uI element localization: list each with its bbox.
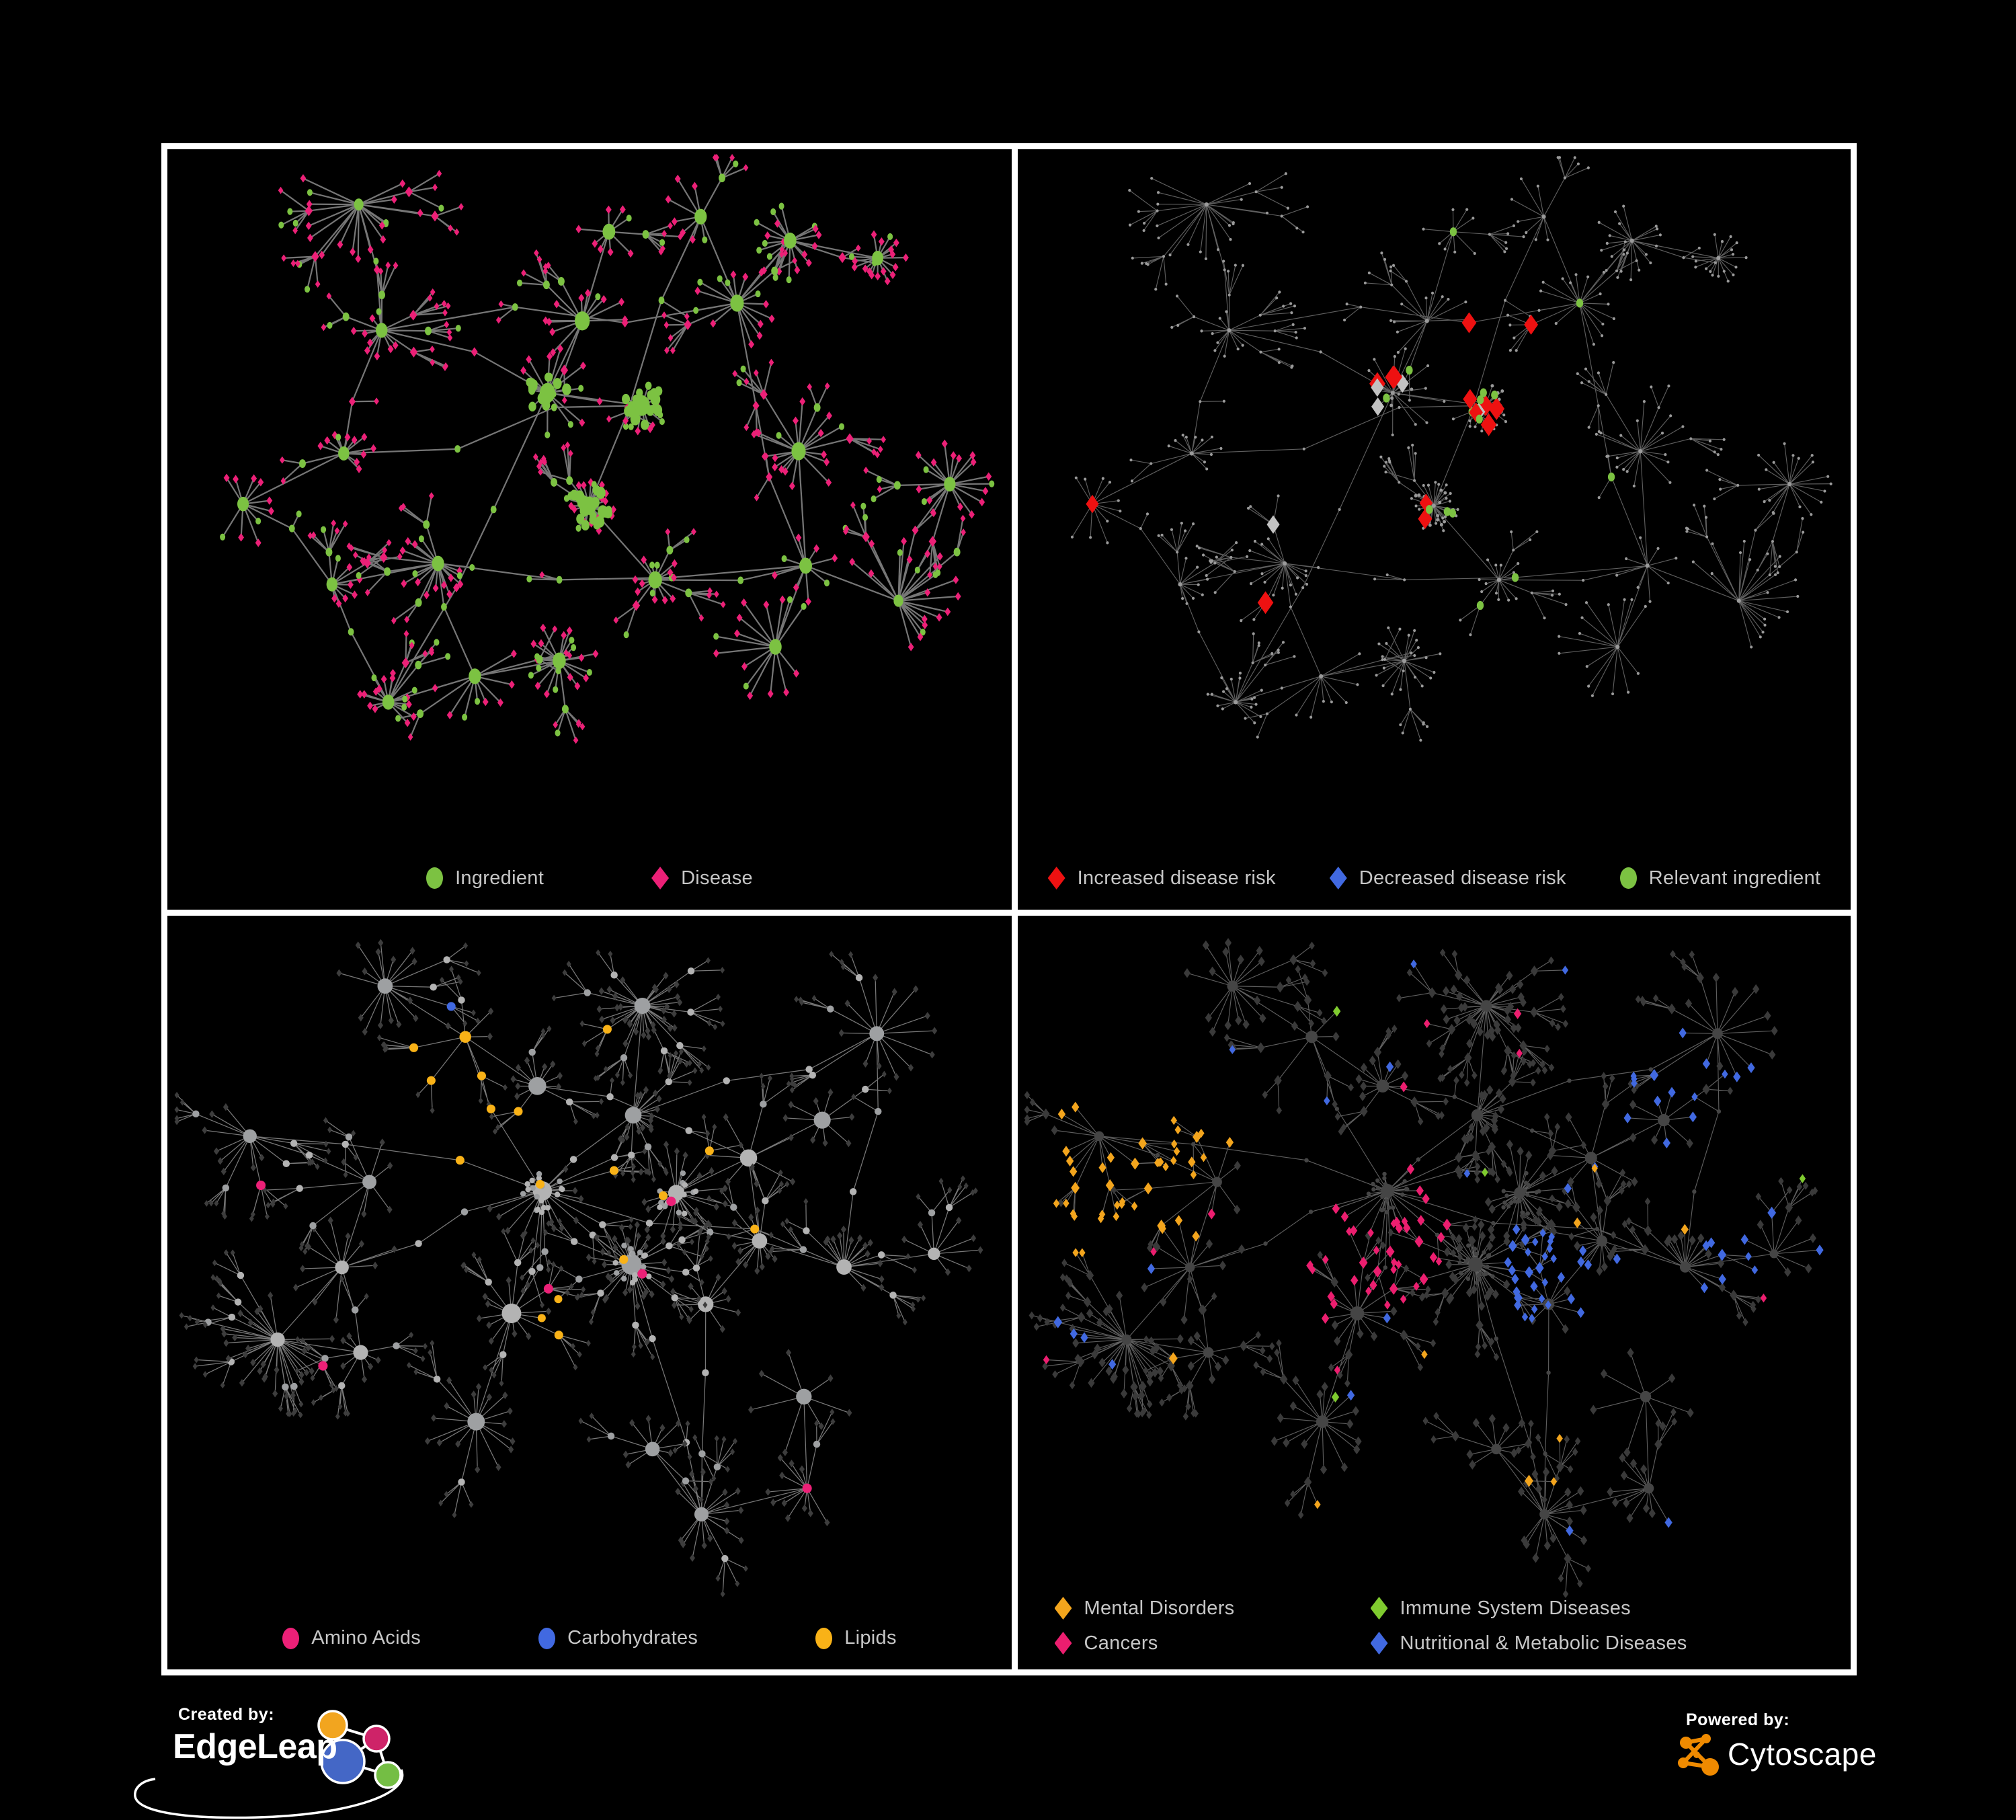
powered-by-label: Powered by: (1686, 1710, 1790, 1729)
disease-categories-network (1024, 938, 1824, 1598)
panel-disease-risk: Increased disease risk Decreased disease… (1018, 149, 1851, 910)
carbohydrates-legend-label: Carbohydrates (567, 1627, 698, 1649)
cytoscape-wordmark: Cytoscape (1728, 1737, 1877, 1772)
amino-acids-legend-mark (282, 1627, 300, 1649)
legend-item-cancers: Cancers (1054, 1632, 1371, 1655)
mental-disorders-legend-mark (1054, 1597, 1072, 1620)
cytoscape-node-5 (1701, 1758, 1719, 1776)
legend-item-decreased-risk: Decreased disease risk (1329, 867, 1566, 889)
disease-legend-mark (651, 867, 670, 889)
ingredient-disease-network (220, 153, 995, 744)
panel-ingredient-disease: Ingredient Disease (167, 149, 1012, 910)
nutritional-metabolic-legend-mark (1370, 1632, 1388, 1655)
disease-legend-label: Disease (681, 867, 753, 889)
lipids-legend-mark (815, 1627, 833, 1649)
created-by-block: Created by: EdgeLeap (71, 1694, 434, 1820)
cytoscape-logo (1678, 1734, 1719, 1776)
edgeleap-orange-node (317, 1710, 348, 1741)
edgeleap-pink-node (362, 1725, 391, 1753)
decreased-risk-legend-label: Decreased disease risk (1359, 867, 1566, 889)
panel-grid: Ingredient Disease Increased disease ris… (161, 143, 1857, 1675)
disease-risk-legend: Increased disease risk Decreased disease… (1018, 867, 1851, 889)
legend-item-lipids: Lipids (815, 1627, 897, 1649)
ingredient-legend-mark (426, 867, 444, 889)
legend-item-nutritional-metabolic: Nutritional & Metabolic Diseases (1370, 1632, 1814, 1655)
cytoscape-node-4 (1693, 1751, 1700, 1758)
immune-diseases-legend-label: Immune System Diseases (1400, 1597, 1631, 1619)
relevant-ingredient-legend-mark (1619, 867, 1637, 889)
edgeleap-green-node (374, 1761, 402, 1789)
cytoscape-node-1 (1680, 1737, 1692, 1749)
relevant-ingredient-legend-label: Relevant ingredient (1648, 867, 1821, 889)
legend-item-increased-risk: Increased disease risk (1047, 867, 1276, 889)
powered-by-block: Powered by: Cytoscape (1674, 1706, 1956, 1801)
disease-risk-network (1070, 156, 1832, 742)
nutrient-classes-network (174, 939, 983, 1597)
ingredient-legend-label: Ingredient (455, 867, 545, 889)
cancers-legend-label: Cancers (1084, 1632, 1158, 1654)
lipids-legend-label: Lipids (844, 1627, 897, 1649)
panel-disease-categories: Mental Disorders Immune System Diseases … (1018, 916, 1851, 1669)
legend-item-mental-disorders: Mental Disorders (1054, 1597, 1371, 1620)
immune-diseases-legend-mark (1370, 1597, 1388, 1620)
decreased-risk-legend-mark (1329, 867, 1347, 889)
amino-acids-legend-label: Amino Acids (311, 1627, 421, 1649)
legend-item-carbohydrates: Carbohydrates (538, 1627, 698, 1649)
cytoscape-node-3 (1678, 1757, 1689, 1768)
edgeleap-wordmark: EdgeLeap (173, 1727, 337, 1766)
created-by-label: Created by: (178, 1705, 275, 1724)
edgeleap-swoosh (134, 1769, 404, 1819)
legend-item-ingredient: Ingredient (426, 867, 544, 889)
carbohydrates-legend-mark (538, 1627, 556, 1649)
edgeleap-logo (134, 1710, 404, 1819)
increased-risk-legend-mark (1047, 867, 1065, 889)
increased-risk-legend-label: Increased disease risk (1077, 867, 1276, 889)
legend-item-immune-diseases: Immune System Diseases (1370, 1597, 1814, 1620)
legend-item-amino-acids: Amino Acids (282, 1627, 421, 1649)
mental-disorders-legend-label: Mental Disorders (1084, 1597, 1235, 1619)
nutritional-metabolic-legend-label: Nutritional & Metabolic Diseases (1400, 1632, 1687, 1654)
nutrient-classes-legend: Amino Acids Carbohydrates Lipids (167, 1627, 1012, 1649)
legend-item-disease: Disease (651, 867, 753, 889)
ingredient-disease-legend: Ingredient Disease (167, 867, 1012, 889)
legend-item-relevant-ingredient: Relevant ingredient (1619, 867, 1821, 889)
disease-categories-legend: Mental Disorders Immune System Diseases … (1018, 1597, 1851, 1655)
edgeleap-blue-node (320, 1739, 366, 1784)
cytoscape-node-2 (1701, 1734, 1711, 1743)
cancers-legend-mark (1054, 1632, 1072, 1655)
panel-nutrient-classes: Amino Acids Carbohydrates Lipids (167, 916, 1012, 1669)
